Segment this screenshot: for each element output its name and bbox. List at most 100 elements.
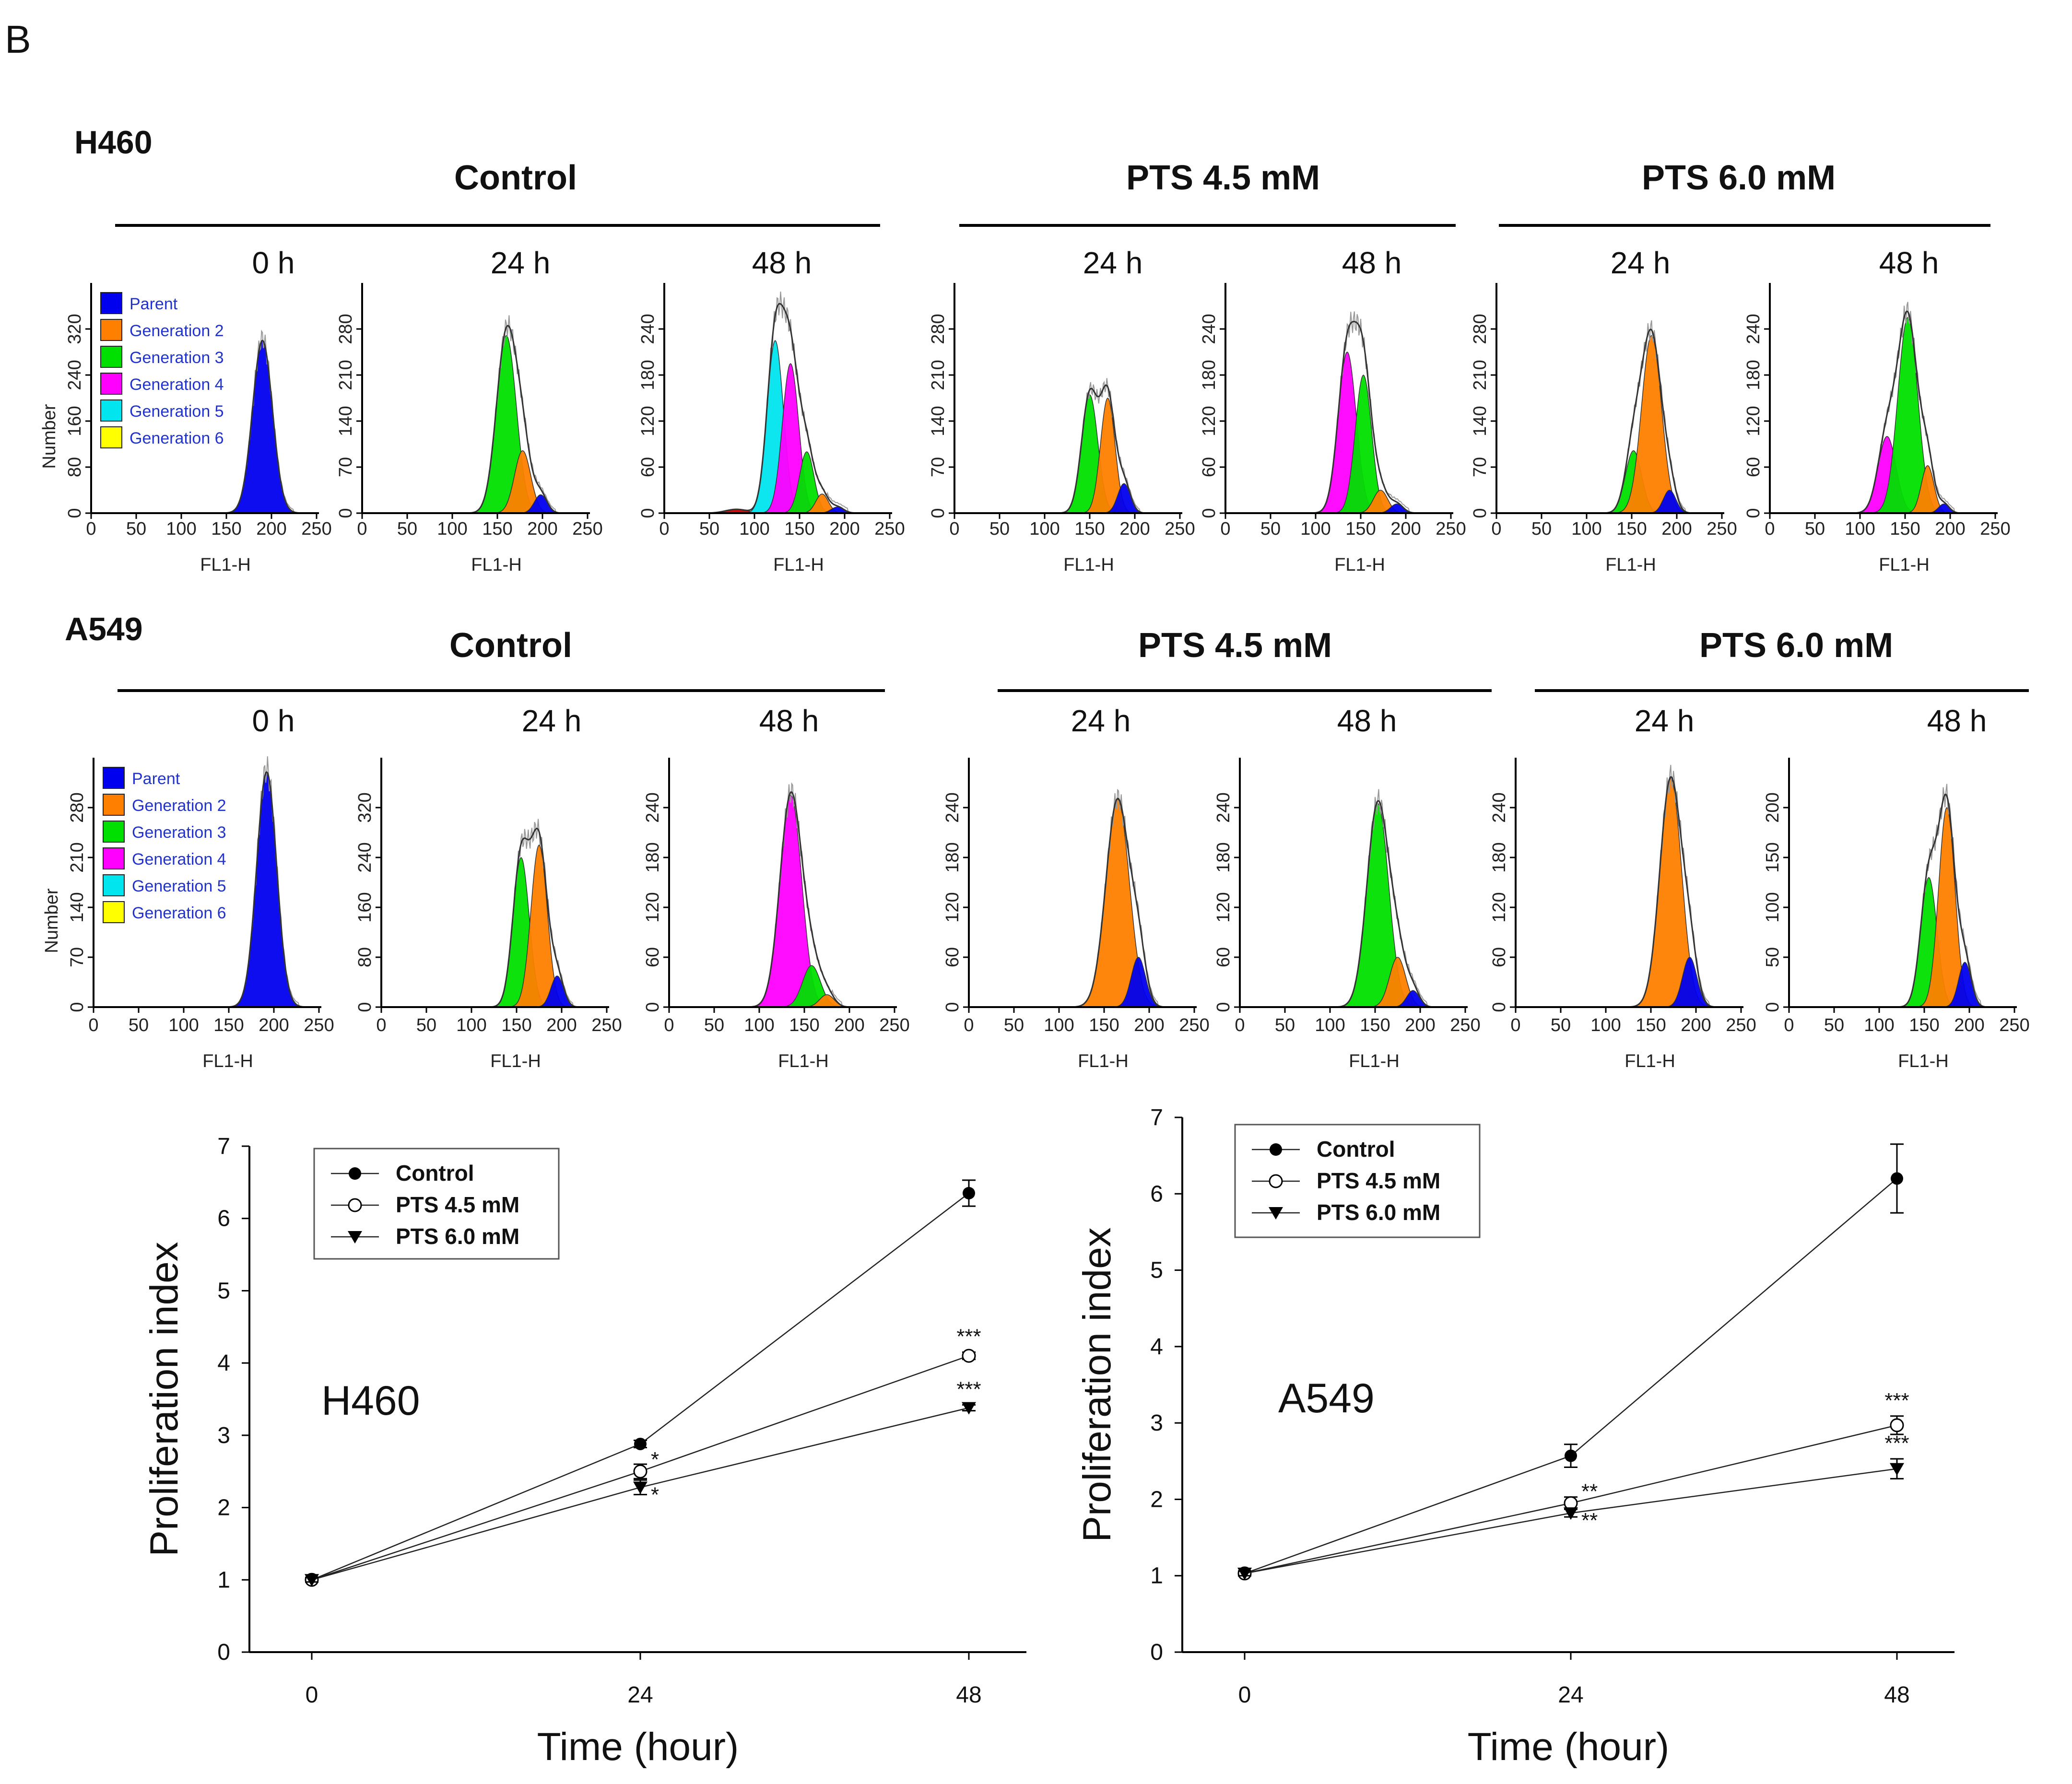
y-tick-label: 240	[638, 314, 658, 344]
group-header: Control	[449, 626, 572, 665]
y-tick-label: 240	[1199, 314, 1219, 344]
peak-gen3	[466, 335, 547, 514]
time-label: 24 h	[1083, 246, 1143, 280]
legend-label: Parent	[132, 770, 180, 788]
time-label: 24 h	[522, 704, 582, 738]
x-tick-label: 0	[357, 519, 367, 539]
x-tick-label: 0	[1510, 1015, 1520, 1035]
marker-open-circle	[633, 1464, 648, 1479]
x-tick-label: 150	[213, 1015, 244, 1035]
x-tick-label: 0	[88, 1015, 98, 1035]
x-tick-label: 0	[1491, 519, 1501, 539]
marker-filled-circle	[1565, 1449, 1577, 1462]
y-tick-label: 60	[1743, 457, 1764, 477]
y-tick-label: 120	[942, 892, 963, 922]
x-tick-label: 150	[789, 1015, 819, 1035]
y-tick-label: 210	[336, 360, 356, 390]
legend-swatch-gen5	[100, 399, 122, 422]
chart-inline-title: A549	[1278, 1375, 1375, 1421]
x-tick-label: 0	[1765, 519, 1775, 539]
series-line	[1244, 1468, 1897, 1574]
y-tick-label: 160	[355, 892, 375, 922]
x-tick-label: 100	[1845, 519, 1875, 539]
histogram-panel: 24 h 0 50 100 150 200 250 0 70 140 210 280 FL1-H	[928, 246, 1195, 575]
y-tick-label: 1	[217, 1567, 230, 1593]
y-tick-label: 320	[355, 792, 375, 822]
y-tick-label: 80	[355, 947, 375, 967]
histogram-panel: 48 h 0 50 100 150 200 250 0 60 120 180 240 FL1-H	[1213, 704, 1481, 1071]
time-label: 24 h	[1635, 704, 1695, 738]
time-label: 48 h	[1879, 246, 1939, 280]
y-tick-label: 180	[1213, 842, 1234, 872]
x-tick-label: 50	[1824, 1015, 1844, 1035]
y-tick-label: 0	[1213, 1002, 1234, 1012]
legend-swatch-gen6	[100, 426, 122, 448]
histogram-rows: H460 Control PTS 4.5 mM PTS 6.0 mM 0 h 0 50 100…	[39, 124, 2030, 1071]
x-tick-label: 250	[1726, 1015, 1756, 1035]
x-tick-label: 250	[301, 519, 331, 539]
peak-parent	[222, 340, 303, 514]
x-tick-label: 24	[627, 1682, 653, 1708]
x-tick-label: 150	[1890, 519, 1920, 539]
x-tick-label: 250	[874, 519, 905, 539]
legend-swatch-parent	[100, 292, 122, 314]
histogram-panel: 24 h 0 50 100 150 200 250 0 70 140 210 280 FL1-H	[1470, 246, 1737, 575]
marker-filled-triangle-down	[348, 1231, 362, 1244]
x-tick-label: 200	[546, 1015, 577, 1035]
y-tick-label: 0	[336, 508, 356, 518]
y-tick-label: 280	[67, 792, 87, 822]
y-tick-label: 280	[1470, 314, 1490, 344]
y-tick-label: 140	[336, 406, 356, 436]
y-tick-label: 7	[1150, 1105, 1163, 1130]
x-axis-label: FL1-H	[778, 1051, 829, 1071]
x-tick-label: 50	[1531, 519, 1552, 539]
marker-filled-circle	[349, 1167, 361, 1180]
marker-filled-triangle-down	[633, 1481, 648, 1494]
x-tick-label: 250	[1165, 519, 1195, 539]
time-label: 0 h	[252, 246, 295, 280]
y-tick-label: 240	[355, 842, 375, 872]
y-tick-label: 60	[638, 457, 658, 477]
y-tick-label: 120	[638, 406, 658, 436]
raw-data-trace	[381, 819, 607, 1008]
chart-inline-title: H460	[321, 1378, 420, 1424]
legend-swatch-parent	[103, 767, 125, 789]
time-label: 48 h	[759, 704, 819, 738]
x-axis-label: FL1-H	[1879, 555, 1930, 575]
histogram-panel: 48 h 0 50 100 150 200 250 0 60 120 180 240 FL1-H	[643, 704, 910, 1071]
x-axis-label: FL1-H	[1334, 555, 1385, 575]
x-tick-label: 0	[1235, 1015, 1245, 1035]
legend-label: PTS 4.5 mM	[396, 1192, 519, 1217]
y-tick-label: 0	[638, 508, 658, 518]
y-tick-label: 70	[67, 947, 87, 967]
significance-label: **	[1581, 1509, 1598, 1532]
y-tick-label: 160	[65, 406, 85, 436]
x-tick-label: 50	[1275, 1015, 1295, 1035]
x-tick-label: 100	[437, 519, 467, 539]
x-tick-label: 0	[659, 519, 669, 539]
x-tick-label: 50	[989, 519, 1010, 539]
y-tick-label: 2	[217, 1495, 230, 1521]
y-tick-label: 1	[1150, 1563, 1163, 1589]
x-tick-label: 150	[211, 519, 241, 539]
y-tick-label: 50	[1763, 947, 1783, 967]
series-PTS 6.0 mM: *****	[1237, 1432, 1909, 1580]
histogram-panel: 24 h 0 50 100 150 200 250 0 60 120 180 240 FL1-H	[942, 704, 1210, 1071]
time-label: 24 h	[491, 246, 551, 280]
peak-gen3	[1334, 803, 1422, 1008]
model-fit-envelope	[362, 325, 588, 514]
x-tick-label: 50	[1004, 1015, 1024, 1035]
x-tick-label: 100	[1300, 519, 1330, 539]
y-tick-label: 140	[67, 892, 87, 922]
x-tick-label: 250	[572, 519, 602, 539]
time-label: 48 h	[752, 246, 812, 280]
model-fit-envelope	[381, 828, 607, 1008]
series-PTS 4.5 mM: ****	[305, 1325, 981, 1587]
legend-label: Control	[1317, 1137, 1395, 1162]
model-fit-envelope	[1789, 793, 2014, 1008]
legend-label: Generation 2	[132, 797, 226, 815]
y-tick-label: 180	[1199, 360, 1219, 390]
legend-swatch-gen4	[100, 373, 122, 395]
y-tick-label: 80	[65, 457, 85, 477]
